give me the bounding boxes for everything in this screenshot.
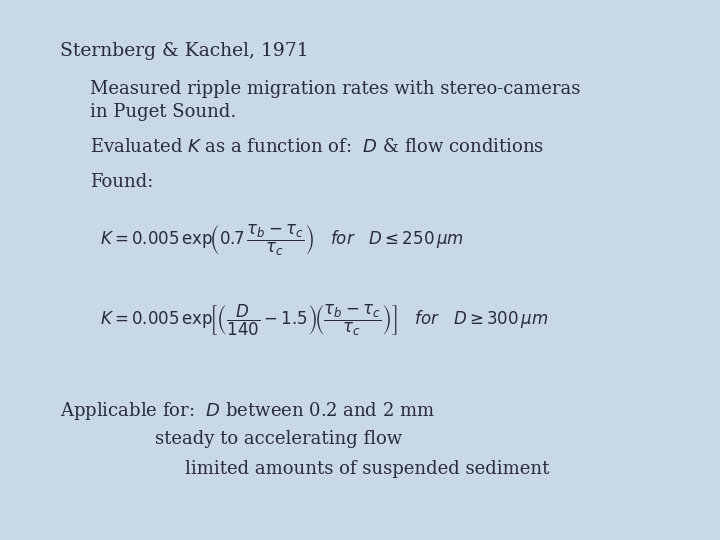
Text: Measured ripple migration rates with stereo-cameras: Measured ripple migration rates with ste…	[90, 80, 580, 98]
Text: $K = 0.005\,\mathrm{exp}\!\left[\left(\dfrac{D}{140} - 1.5\right)\!\left(\dfrac{: $K = 0.005\,\mathrm{exp}\!\left[\left(\d…	[100, 302, 549, 338]
Text: steady to accelerating flow: steady to accelerating flow	[155, 430, 402, 448]
Text: Evaluated $K$ as a function of:  $D$ & flow conditions: Evaluated $K$ as a function of: $D$ & fl…	[90, 138, 544, 156]
Text: in Puget Sound.: in Puget Sound.	[90, 103, 236, 121]
Text: limited amounts of suspended sediment: limited amounts of suspended sediment	[185, 460, 549, 478]
Text: Sternberg & Kachel, 1971: Sternberg & Kachel, 1971	[60, 42, 309, 60]
Text: $K = 0.005\,\mathrm{exp}\!\left(0.7\,\dfrac{\tau_b - \tau_c}{\tau_c}\right)$   $: $K = 0.005\,\mathrm{exp}\!\left(0.7\,\df…	[100, 222, 464, 258]
Text: Found:: Found:	[90, 173, 153, 191]
Text: Applicable for:  $D$ between 0.2 and 2 mm: Applicable for: $D$ between 0.2 and 2 mm	[60, 400, 435, 422]
